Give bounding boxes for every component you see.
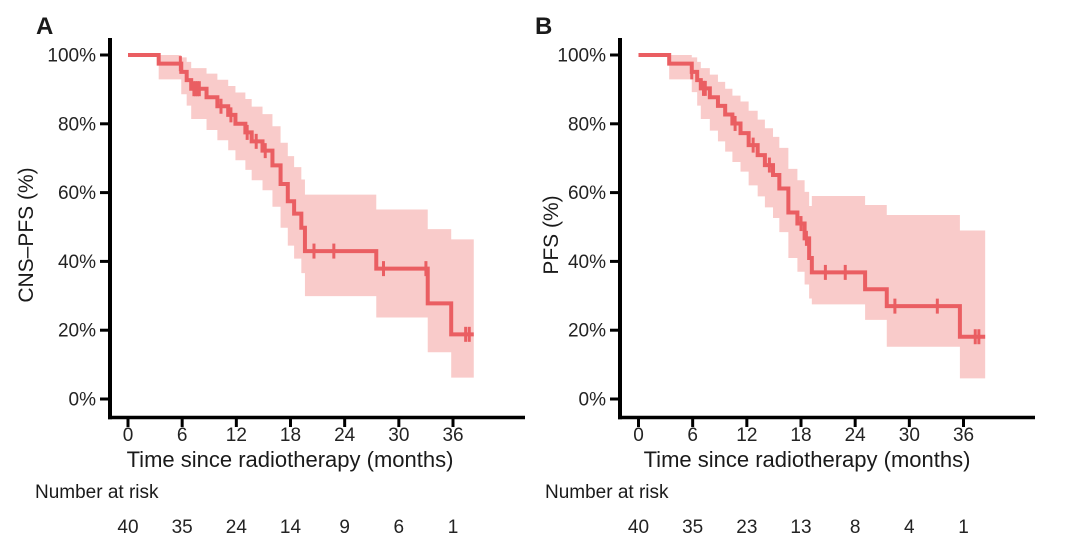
- x-tick-label: 36: [442, 425, 463, 446]
- risk-count: 24: [226, 517, 248, 538]
- panel-a: 0 40 6 35 12 24 18 14 24 9 30 6 36 1 0% 20% 40% 60% 80% 100…: [15, 13, 525, 538]
- panel-b-x-axis-title: Time since radiotherapy (months): [643, 447, 971, 472]
- y-tick-label: 40%: [568, 252, 606, 273]
- y-tick-label: 60%: [58, 183, 96, 204]
- y-tick-label: 0%: [579, 390, 607, 411]
- x-tick-label: 18: [790, 425, 811, 446]
- risk-count: 35: [682, 517, 703, 538]
- panel-a-number-at-risk-label: Number at risk: [35, 482, 159, 503]
- risk-count: 35: [172, 517, 193, 538]
- panel-b: 0 40 6 35 12 23 18 13 24 8 30 4 36 1 0% 20% 40% 60% 80% 100…: [535, 0, 1080, 551]
- panel-b-number-at-risk-label: Number at risk: [545, 482, 669, 503]
- y-tick-label: 20%: [568, 321, 606, 342]
- risk-count: 14: [280, 517, 302, 538]
- confidence-band: [158, 55, 474, 378]
- x-tick-label: 6: [687, 425, 698, 446]
- x-tick-label: 6: [177, 425, 188, 446]
- x-tick-label: 30: [388, 425, 409, 446]
- risk-count: 1: [448, 517, 459, 538]
- y-tick-label: 100%: [557, 46, 606, 67]
- x-tick-label: 36: [953, 425, 974, 446]
- risk-count: 1: [958, 517, 969, 538]
- y-tick-label: 80%: [58, 114, 96, 135]
- risk-count: 6: [394, 517, 405, 538]
- risk-count: 4: [904, 517, 915, 538]
- km-plot-b: 0 40 6 35 12 23 18 13 24 8 30 4 36 1 0% 20% 40% 60% 80% 100…: [557, 38, 1035, 538]
- survival-curve: [638, 53, 986, 339]
- risk-count: 13: [790, 517, 811, 538]
- km-plot-a: 0 40 6 35 12 24 18 14 24 9 30 6 36 1 0% 20% 40% 60% 80% 100…: [47, 38, 525, 538]
- risk-count: 9: [339, 517, 350, 538]
- x-tick-label: 18: [280, 425, 301, 446]
- risk-count: 40: [628, 517, 649, 538]
- x-tick-label: 24: [845, 425, 867, 446]
- y-tick-label: 20%: [58, 321, 96, 342]
- y-tick-label: 100%: [47, 46, 96, 67]
- panel-a-y-axis-title: CNS–PFS (%): [15, 167, 38, 303]
- panel-a-letter: A: [36, 13, 54, 40]
- x-tick-label: 0: [633, 425, 644, 446]
- risk-count: 23: [736, 517, 757, 538]
- x-tick-label: 0: [123, 425, 134, 446]
- risk-count: 40: [117, 517, 138, 538]
- panel-b-letter: B: [535, 13, 553, 40]
- panel-a-x-axis-title: Time since radiotherapy (months): [126, 447, 454, 472]
- x-tick-label: 12: [736, 425, 757, 446]
- x-tick-label: 24: [334, 425, 356, 446]
- x-tick-label: 30: [899, 425, 920, 446]
- y-tick-label: 80%: [568, 114, 606, 135]
- y-tick-label: 0%: [69, 390, 97, 411]
- y-tick-label: 40%: [58, 252, 96, 273]
- risk-count: 8: [850, 517, 861, 538]
- y-tick-label: 60%: [568, 183, 606, 204]
- x-tick-label: 12: [226, 425, 247, 446]
- panel-b-y-axis-title: PFS (%): [540, 195, 563, 275]
